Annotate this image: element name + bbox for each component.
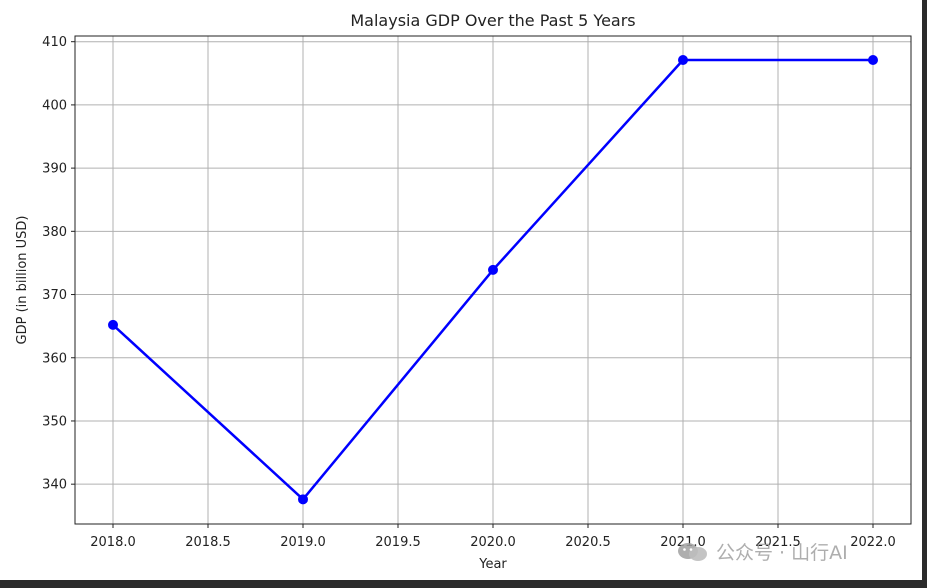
series-layer	[108, 55, 878, 505]
y-tick-label: 360	[42, 351, 67, 366]
data-point	[678, 55, 688, 66]
x-tick-label: 2020.0	[470, 535, 516, 550]
watermark-text: 公众号 · 山行AI	[716, 542, 848, 564]
y-tick-label: 400	[42, 98, 67, 113]
y-tick-label: 380	[42, 225, 67, 240]
y-tick-label: 410	[42, 35, 67, 50]
axis-ticks: 2018.0 2018.5 2019.0 2019.5 2020.0 2020.5 2021…	[42, 35, 896, 550]
x-axis-title: Year	[478, 557, 507, 572]
x-tick-label: 2022.0	[850, 535, 896, 550]
x-tick-label: 2018.5	[185, 535, 231, 550]
data-point	[488, 264, 498, 275]
x-tick-label: 2018.0	[90, 535, 136, 550]
data-point	[298, 494, 308, 505]
x-tick-label: 2019.0	[280, 535, 326, 550]
grid	[75, 36, 911, 524]
x-tick-label: 2021.5	[755, 535, 801, 550]
data-point	[108, 319, 118, 330]
y-tick-label: 340	[42, 478, 67, 493]
x-tick-label: 2019.5	[375, 535, 421, 550]
y-tick-label: 350	[42, 414, 67, 429]
x-tick-label: 2020.5	[565, 535, 611, 550]
data-point	[868, 55, 878, 66]
chart-title: Malaysia GDP Over the Past 5 Years	[350, 11, 635, 30]
watermark: 公众号 · 山行AI	[676, 538, 848, 565]
y-tick-label: 370	[42, 288, 67, 303]
y-tick-label: 390	[42, 162, 67, 177]
y-axis-title: GDP (in billion USD)	[15, 216, 30, 345]
wechat-icon	[678, 542, 707, 561]
